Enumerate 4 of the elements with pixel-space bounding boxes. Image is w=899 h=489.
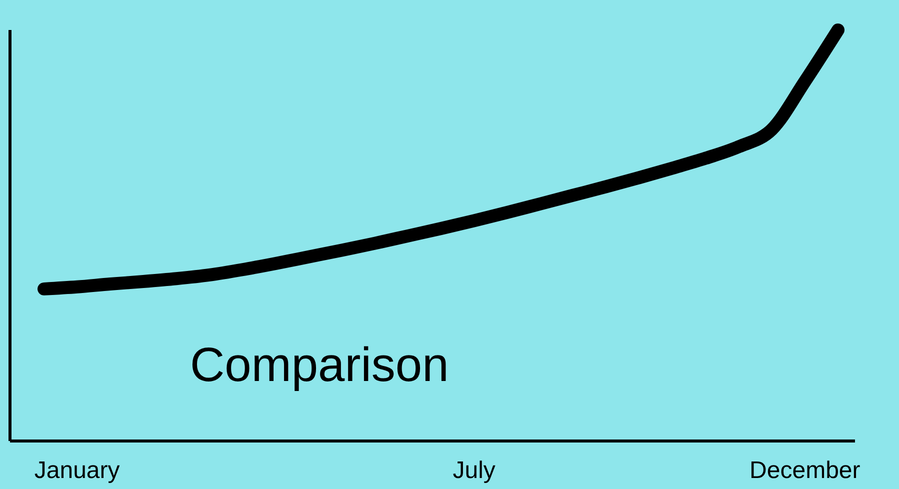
annotation: Comparison <box>190 338 449 393</box>
x-tick-label: January <box>34 457 120 484</box>
x-tick-label: July <box>452 457 496 484</box>
x-tick-label: December <box>750 457 860 484</box>
